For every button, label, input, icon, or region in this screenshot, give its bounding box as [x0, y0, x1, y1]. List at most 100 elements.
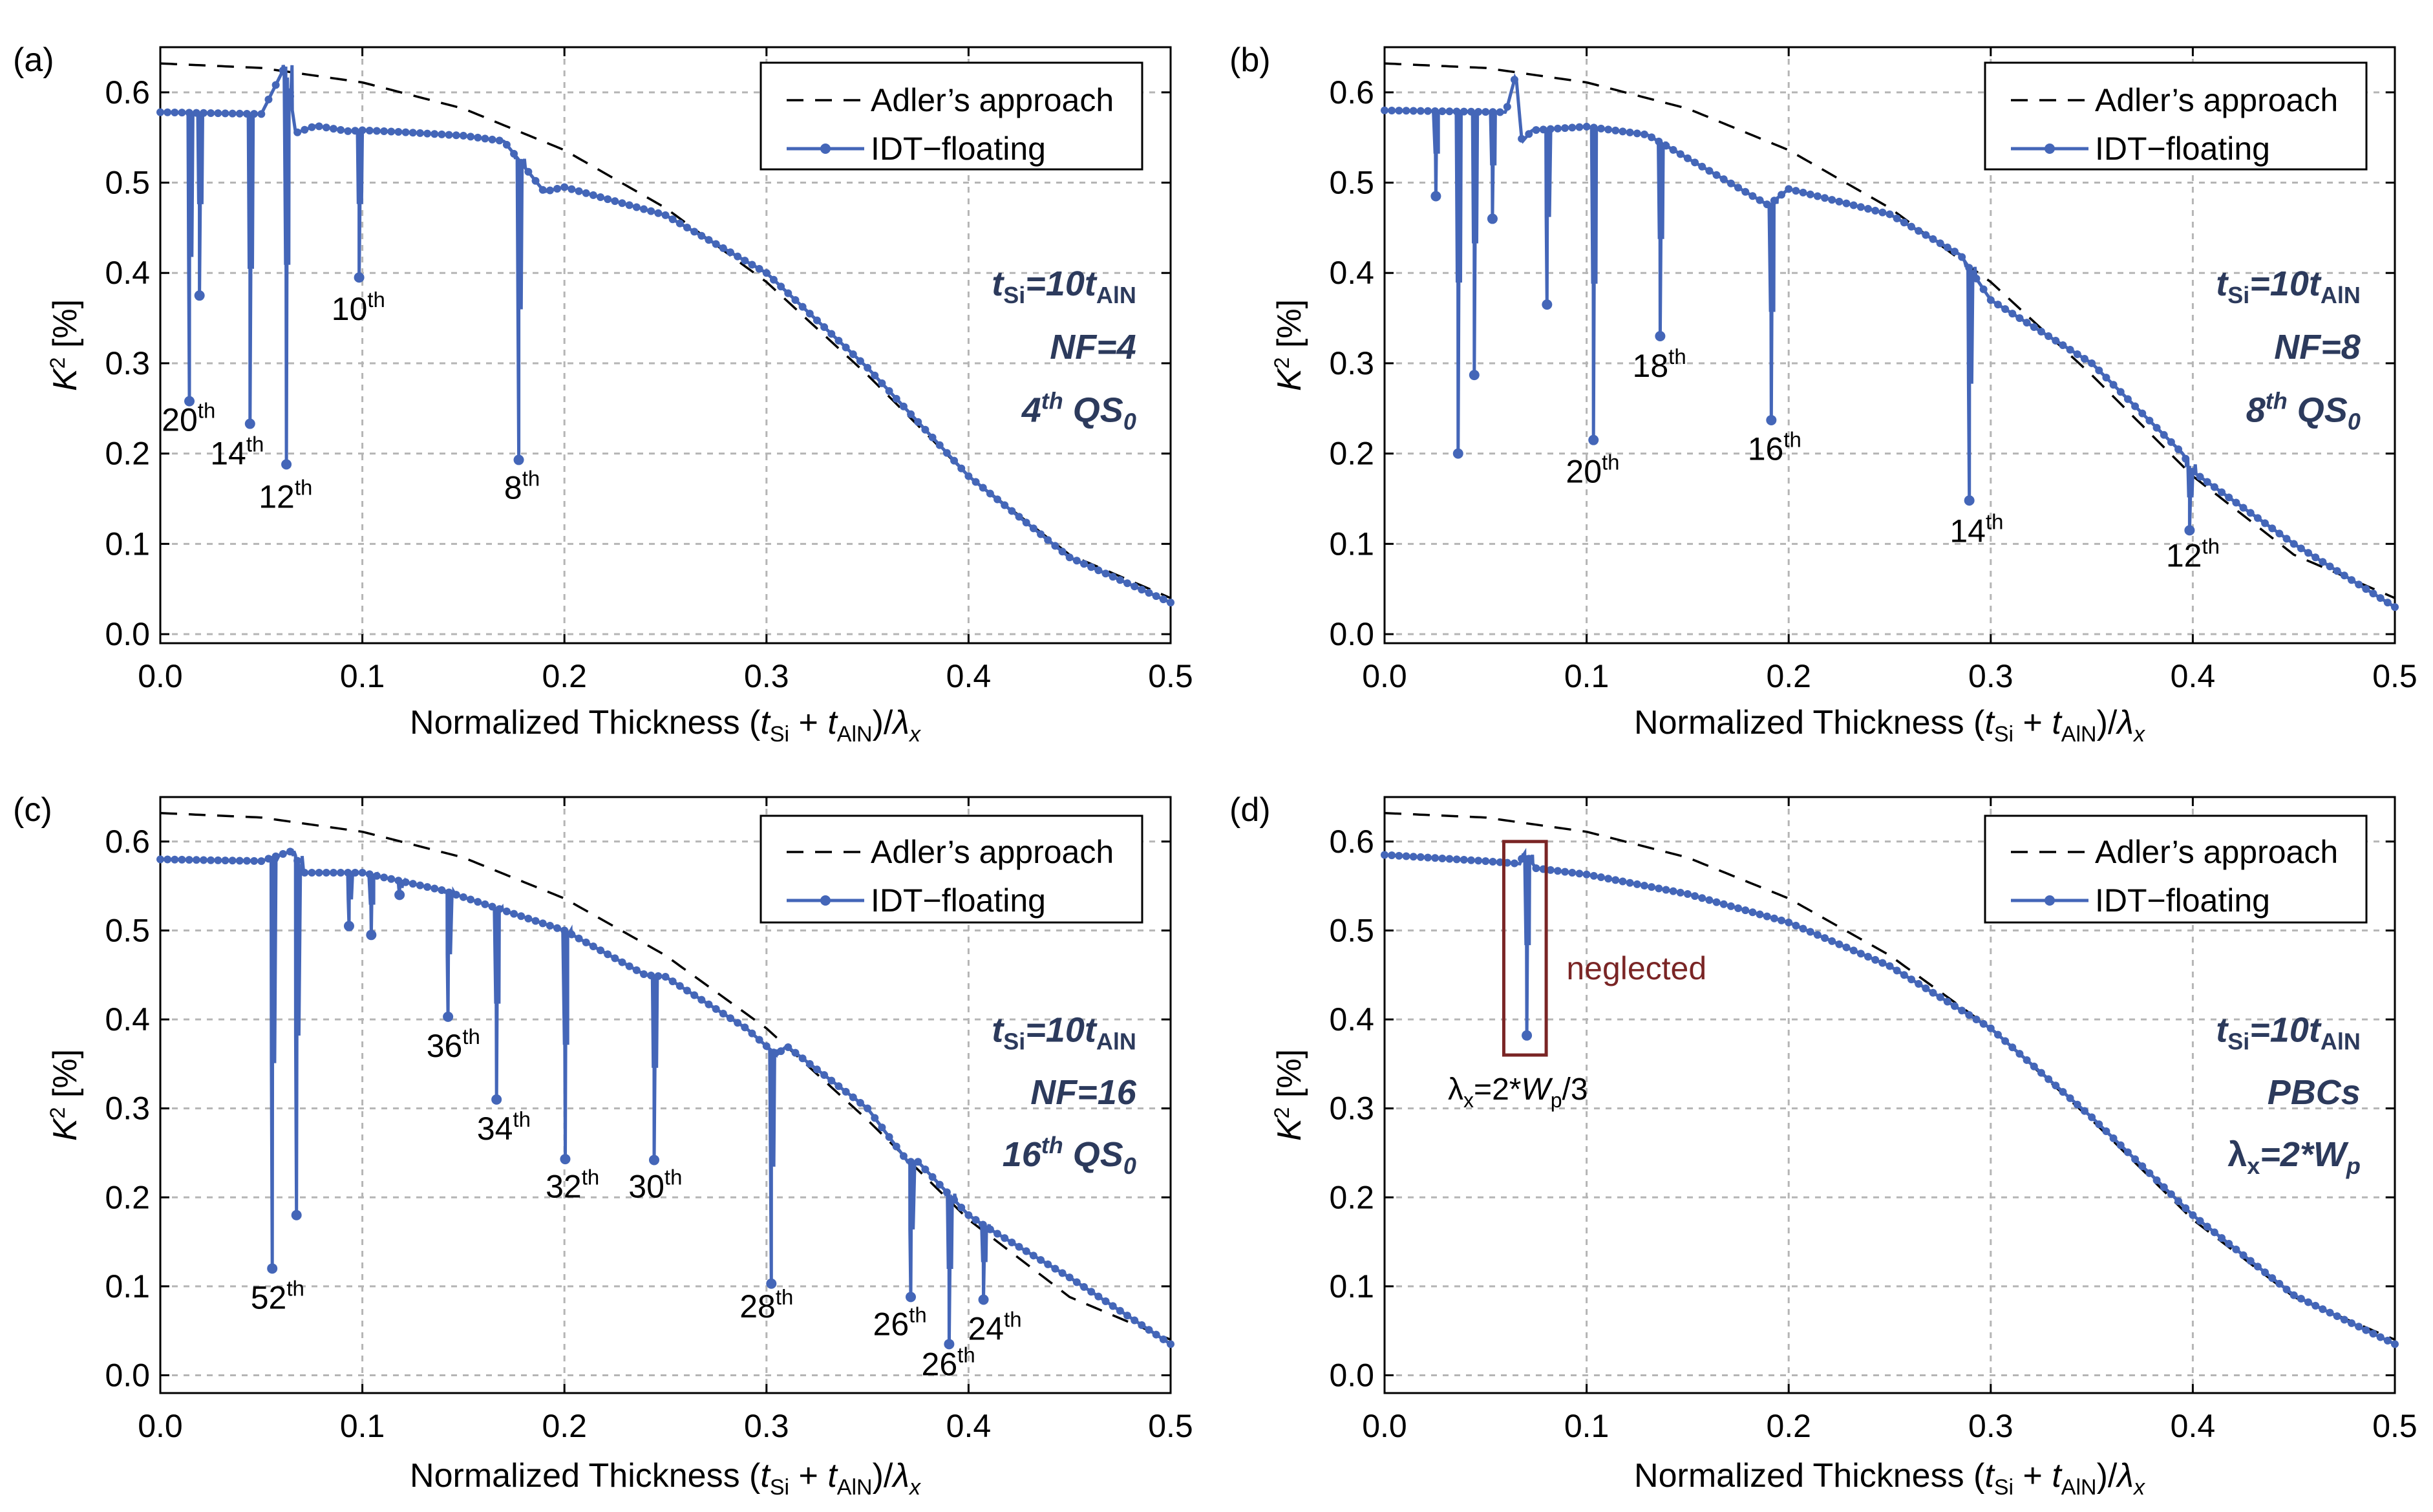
idt-marker [1856, 950, 1865, 958]
idt-marker [279, 67, 287, 75]
idt-marker [178, 855, 186, 864]
adler-curve [160, 812, 1171, 1341]
legend-idt-label: IDT−floating [2095, 131, 2270, 167]
idt-marker [993, 1230, 1002, 1238]
y-label-sup: 2 [1270, 1107, 1293, 1119]
x-axis-label: Normalized Thickness (tSi + tAlN)/λx [410, 704, 921, 747]
info-text: 4th QS0 [1021, 388, 1136, 435]
idt-marker [864, 363, 872, 372]
idt-marker [1965, 264, 1973, 272]
idt-marker [625, 962, 633, 970]
idt-marker [2225, 493, 2233, 502]
idt-marker [517, 158, 526, 167]
idt-marker [2232, 1245, 2240, 1253]
idt-marker [2109, 381, 2118, 389]
idt-marker [1402, 852, 1410, 860]
idt-marker [719, 1009, 727, 1017]
idt-marker [171, 855, 179, 864]
panel-label: (d) [1229, 791, 1271, 829]
panel-label: (c) [13, 791, 52, 829]
idt-marker [1741, 187, 1750, 196]
idt-marker [474, 133, 482, 142]
idt-marker [1116, 576, 1124, 584]
idt-marker [481, 134, 489, 143]
idt-marker [1835, 940, 1843, 948]
idt-marker [2383, 599, 2392, 607]
idt-marker [1691, 158, 1699, 167]
idt-marker [1575, 869, 1584, 878]
idt-marker [813, 316, 821, 325]
y-tick-label: 0.0 [1329, 1357, 1374, 1393]
idt-marker [1799, 924, 1807, 933]
y-label-unit: [%] [1271, 299, 1308, 357]
idt-marker [2052, 1081, 2060, 1090]
idt-marker [2030, 1062, 2038, 1070]
idt-marker [762, 269, 770, 277]
idt-marker [2376, 594, 2385, 602]
idt-marker [1087, 563, 1096, 571]
idt-dip-marker [1588, 434, 1599, 445]
idt-marker [1993, 1030, 2002, 1039]
y-label-k: K [47, 367, 84, 391]
idt-marker [1778, 916, 1786, 924]
idt-marker [791, 1049, 800, 1057]
idt-marker [2088, 1113, 2096, 1122]
idt-marker [1893, 966, 1901, 975]
order-label: 20th [1566, 450, 1619, 489]
y-tick-label: 0.3 [105, 345, 150, 381]
idt-marker [430, 130, 439, 138]
idt-marker [2391, 603, 2399, 612]
idt-marker [1029, 524, 1037, 533]
idt-marker [1907, 975, 1915, 984]
idt-marker [560, 926, 569, 935]
idt-marker [921, 1166, 930, 1174]
idt-marker [1460, 856, 1468, 864]
idt-marker [1806, 928, 1814, 936]
x-tick-label: 0.5 [1148, 658, 1193, 694]
idt-marker [1878, 208, 1887, 217]
idt-markers [156, 847, 1174, 1350]
idt-marker [892, 394, 900, 403]
idt-marker [488, 902, 496, 911]
idt-marker [394, 877, 403, 885]
order-label: 36th [427, 1025, 480, 1064]
idt-marker [445, 131, 453, 139]
idt-marker [1748, 192, 1757, 200]
idt-marker [242, 857, 251, 865]
idt-marker [611, 954, 619, 963]
idt-marker [597, 946, 605, 955]
y-tick-label: 0.5 [105, 165, 150, 201]
lambda-annotation: λx=2*Wp/3 [1448, 1072, 1588, 1112]
idt-marker [164, 108, 172, 116]
idt-marker [2095, 367, 2103, 375]
idt-marker [517, 912, 526, 921]
idt-marker [2319, 558, 2327, 566]
x-tick-label: 0.4 [2171, 658, 2216, 694]
idt-marker [2218, 488, 2226, 496]
order-label: 52th [251, 1276, 304, 1315]
idt-dip-marker [244, 418, 255, 429]
idt-marker [207, 856, 215, 864]
info-text: tSi=10tAlN [2216, 264, 2361, 308]
idt-marker [2275, 529, 2284, 538]
legend: Adler’s approach IDT−floating [760, 61, 1143, 171]
idt-marker [805, 1059, 814, 1068]
idt-marker [488, 135, 496, 144]
idt-marker [1597, 873, 1605, 882]
idt-marker [1159, 1335, 1167, 1343]
idt-marker [993, 495, 1002, 504]
idt-marker [813, 1065, 821, 1074]
idt-marker [1648, 883, 1656, 891]
idt-marker [1001, 501, 1009, 509]
idt-marker [979, 1220, 987, 1229]
idt-marker [914, 418, 922, 426]
idt-marker [575, 187, 583, 195]
idt-marker [1008, 1239, 1016, 1247]
idt-marker [950, 1196, 959, 1204]
idt-dip-marker [394, 889, 405, 900]
idt-marker [1525, 855, 1533, 863]
idt-marker [250, 857, 259, 865]
idt-marker [1785, 919, 1793, 927]
idt-marker [416, 881, 424, 889]
idt-marker [315, 868, 323, 877]
